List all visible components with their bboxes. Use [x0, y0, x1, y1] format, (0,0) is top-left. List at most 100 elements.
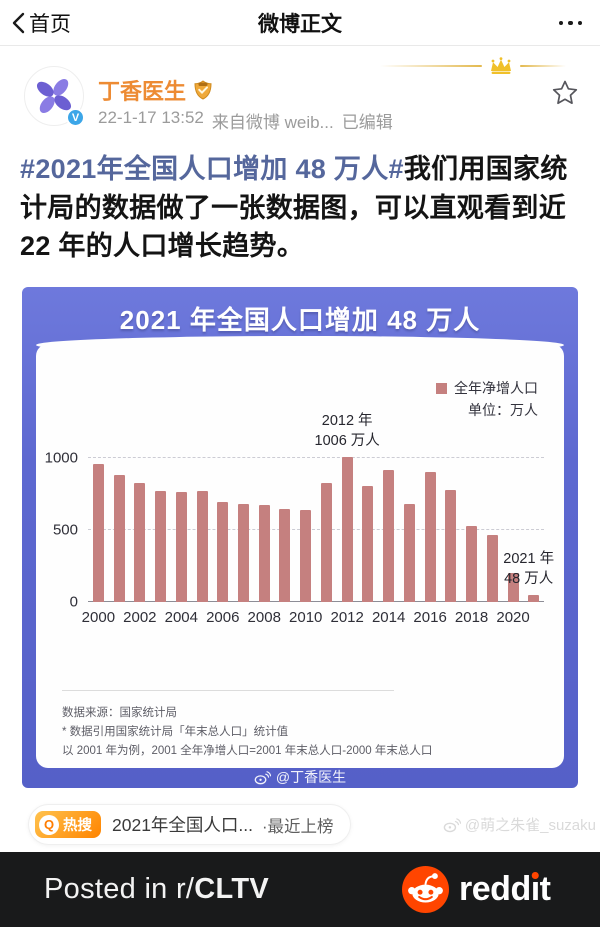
bar-2010: 2010 [289, 458, 322, 626]
bar-rect-2009 [279, 508, 291, 602]
chart-image[interactable]: 2021 年全国人口增加 48 万人 全年净增人口 单位：万人 0 500 1000… [22, 287, 578, 788]
vip-crown-decoration [356, 54, 566, 78]
annotation-2012: 2012 年 1006 万人 [314, 412, 380, 449]
x-tick-2014: 2014 [371, 609, 406, 626]
reddit-snoo-icon [402, 866, 449, 913]
reddit-banner: Posted in r/CLTV reddıt [0, 852, 600, 927]
chart-card: 全年净增人口 单位：万人 0 500 1000 2000 2002 2004 2006 200… [36, 336, 564, 768]
bar-2017 [440, 458, 461, 602]
bar-rect-2015 [403, 504, 415, 602]
x-tick-2020: 2020 [496, 609, 530, 626]
bar-rect-2013 [362, 486, 374, 602]
unit-label: 单位：万人 [468, 401, 538, 418]
screenshot-watermark-text: @萌之朱雀_suzaku [464, 817, 596, 834]
footnote-2: 以 2001 年为例，2001 全年净增人口=2001 年末总人口-2000 年… [62, 744, 433, 757]
search-icon: Q [39, 814, 59, 835]
hot-topic-text: 2021年全国人口... [112, 815, 254, 835]
hot-badge-label: 热搜 [63, 818, 92, 834]
bar-rect-2004 [175, 492, 187, 602]
x-axis-line [88, 601, 544, 602]
bar-plot: 0 500 1000 2000 2002 2004 2006 2008 2010 2012 2012… [45, 413, 554, 626]
bar-2004: 2004 [165, 458, 198, 626]
figure-watermark-text: @丁香医生 [275, 769, 347, 785]
chart-footnotes: 数据来源：国家统计局 * 数据引用国家统计局「年末总人口」统计值 以 2001 … [62, 704, 546, 761]
footnote-1: * 数据引用国家统计局「年末总人口」统计值 [62, 725, 289, 738]
nav-bar: 首页 微博正文 [0, 0, 600, 46]
weibo-logo-icon [254, 770, 271, 784]
legend-label: 全年净增人口 [454, 380, 538, 396]
bar-2019 [482, 458, 503, 602]
x-tick-2000: 2000 [81, 609, 116, 626]
chart-legend: 全年净增人口 单位：万人 [436, 378, 538, 421]
bar-2018: 2018 [455, 458, 488, 626]
bar-rect-2012 [341, 457, 353, 602]
bar-2008: 2008 [248, 458, 281, 626]
chevron-left-icon [12, 12, 25, 34]
bar-rect-2014 [383, 469, 395, 602]
bar-rect-2018 [466, 525, 478, 602]
weibo-logo-icon [443, 817, 461, 832]
bar-2012: 2012 2012 年 1006 万人 [315, 413, 380, 626]
bar-2002: 2002 [123, 458, 157, 626]
hot-topic-status: ·最近上榜 [262, 817, 334, 836]
bar-2014: 2014 [372, 458, 405, 626]
hot-search-pill[interactable]: Q 热搜 2021年全国人口... ·最近上榜 [28, 804, 351, 845]
more-menu-button[interactable] [558, 0, 582, 46]
hot-search-badge: Q 热搜 [35, 811, 101, 838]
edited-label: 已编辑 [341, 113, 393, 132]
bar-rect-2016 [424, 471, 436, 602]
x-tick-2010: 2010 [289, 609, 323, 626]
bar-2001 [109, 458, 130, 602]
legend-swatch [436, 383, 447, 395]
posted-prefix: Posted in r/ [44, 873, 195, 905]
bar-rect-2007 [238, 503, 249, 602]
bar-rect-2010 [300, 509, 312, 602]
bars-row: 2000 2002 2004 2006 2008 2010 2012 2012 年 1006 万… [82, 413, 554, 626]
back-button[interactable]: 首页 [12, 0, 71, 46]
author-row[interactable]: 丁香医生 [98, 74, 214, 106]
y-tick-1000: 1000 [44, 449, 78, 467]
bar-2007 [233, 458, 254, 602]
crown-icon [491, 56, 511, 74]
y-tick-500: 500 [52, 521, 78, 539]
x-tick-2008: 2008 [247, 609, 281, 626]
avatar[interactable]: V [24, 66, 85, 127]
reddit-brand: reddıt [402, 866, 551, 913]
page-title: 微博正文 [258, 12, 342, 36]
posted-in-label: Posted in r/CLTV [44, 873, 269, 906]
bar-2020: 2020 [496, 458, 530, 626]
bar-2005 [192, 458, 213, 602]
bar-2013 [358, 458, 379, 602]
footnote-divider [62, 690, 394, 691]
bar-rect-2008 [258, 505, 270, 602]
bar-2003 [150, 458, 171, 602]
bar-rect-2006 [217, 502, 229, 602]
y-tick-0: 0 [69, 593, 78, 611]
bar-2000: 2000 [82, 458, 115, 626]
crown-line-left [380, 65, 482, 67]
bar-rect-2001 [113, 474, 125, 602]
bar-2021: 2021 年 48 万人 [503, 458, 554, 602]
hashtag-link[interactable]: #2021年全国人口增加 48 万人# [20, 154, 404, 184]
reddit-wordmark: reddıt [459, 870, 551, 908]
chart-title: 2021 年全国人口增加 48 万人 [119, 305, 481, 335]
favorite-star-button[interactable] [550, 78, 580, 113]
screenshot-watermark: @萌之朱雀_suzaku [443, 814, 596, 835]
post-source: 来自微博 weib... [211, 113, 334, 132]
bar-2016: 2016 [413, 458, 447, 626]
gridline-1000 [88, 457, 544, 458]
bar-rect-2019 [486, 534, 498, 602]
post-time: 22-1-17 13:52 [98, 108, 204, 127]
bar-rect-2000 [92, 464, 104, 602]
bar-rect-2011 [320, 483, 332, 602]
bar-rect-2021 [528, 595, 540, 602]
bar-rect-2005 [196, 491, 208, 602]
x-tick-2004: 2004 [164, 609, 198, 626]
annotation-2021: 2021 年 48 万人 [503, 550, 555, 587]
dxy-clover-logo-icon [36, 78, 72, 114]
gold-member-badge-icon [194, 80, 212, 100]
verified-badge: V [66, 108, 85, 127]
crown-line-right [520, 65, 566, 67]
author-name: 丁香医生 [98, 79, 187, 104]
